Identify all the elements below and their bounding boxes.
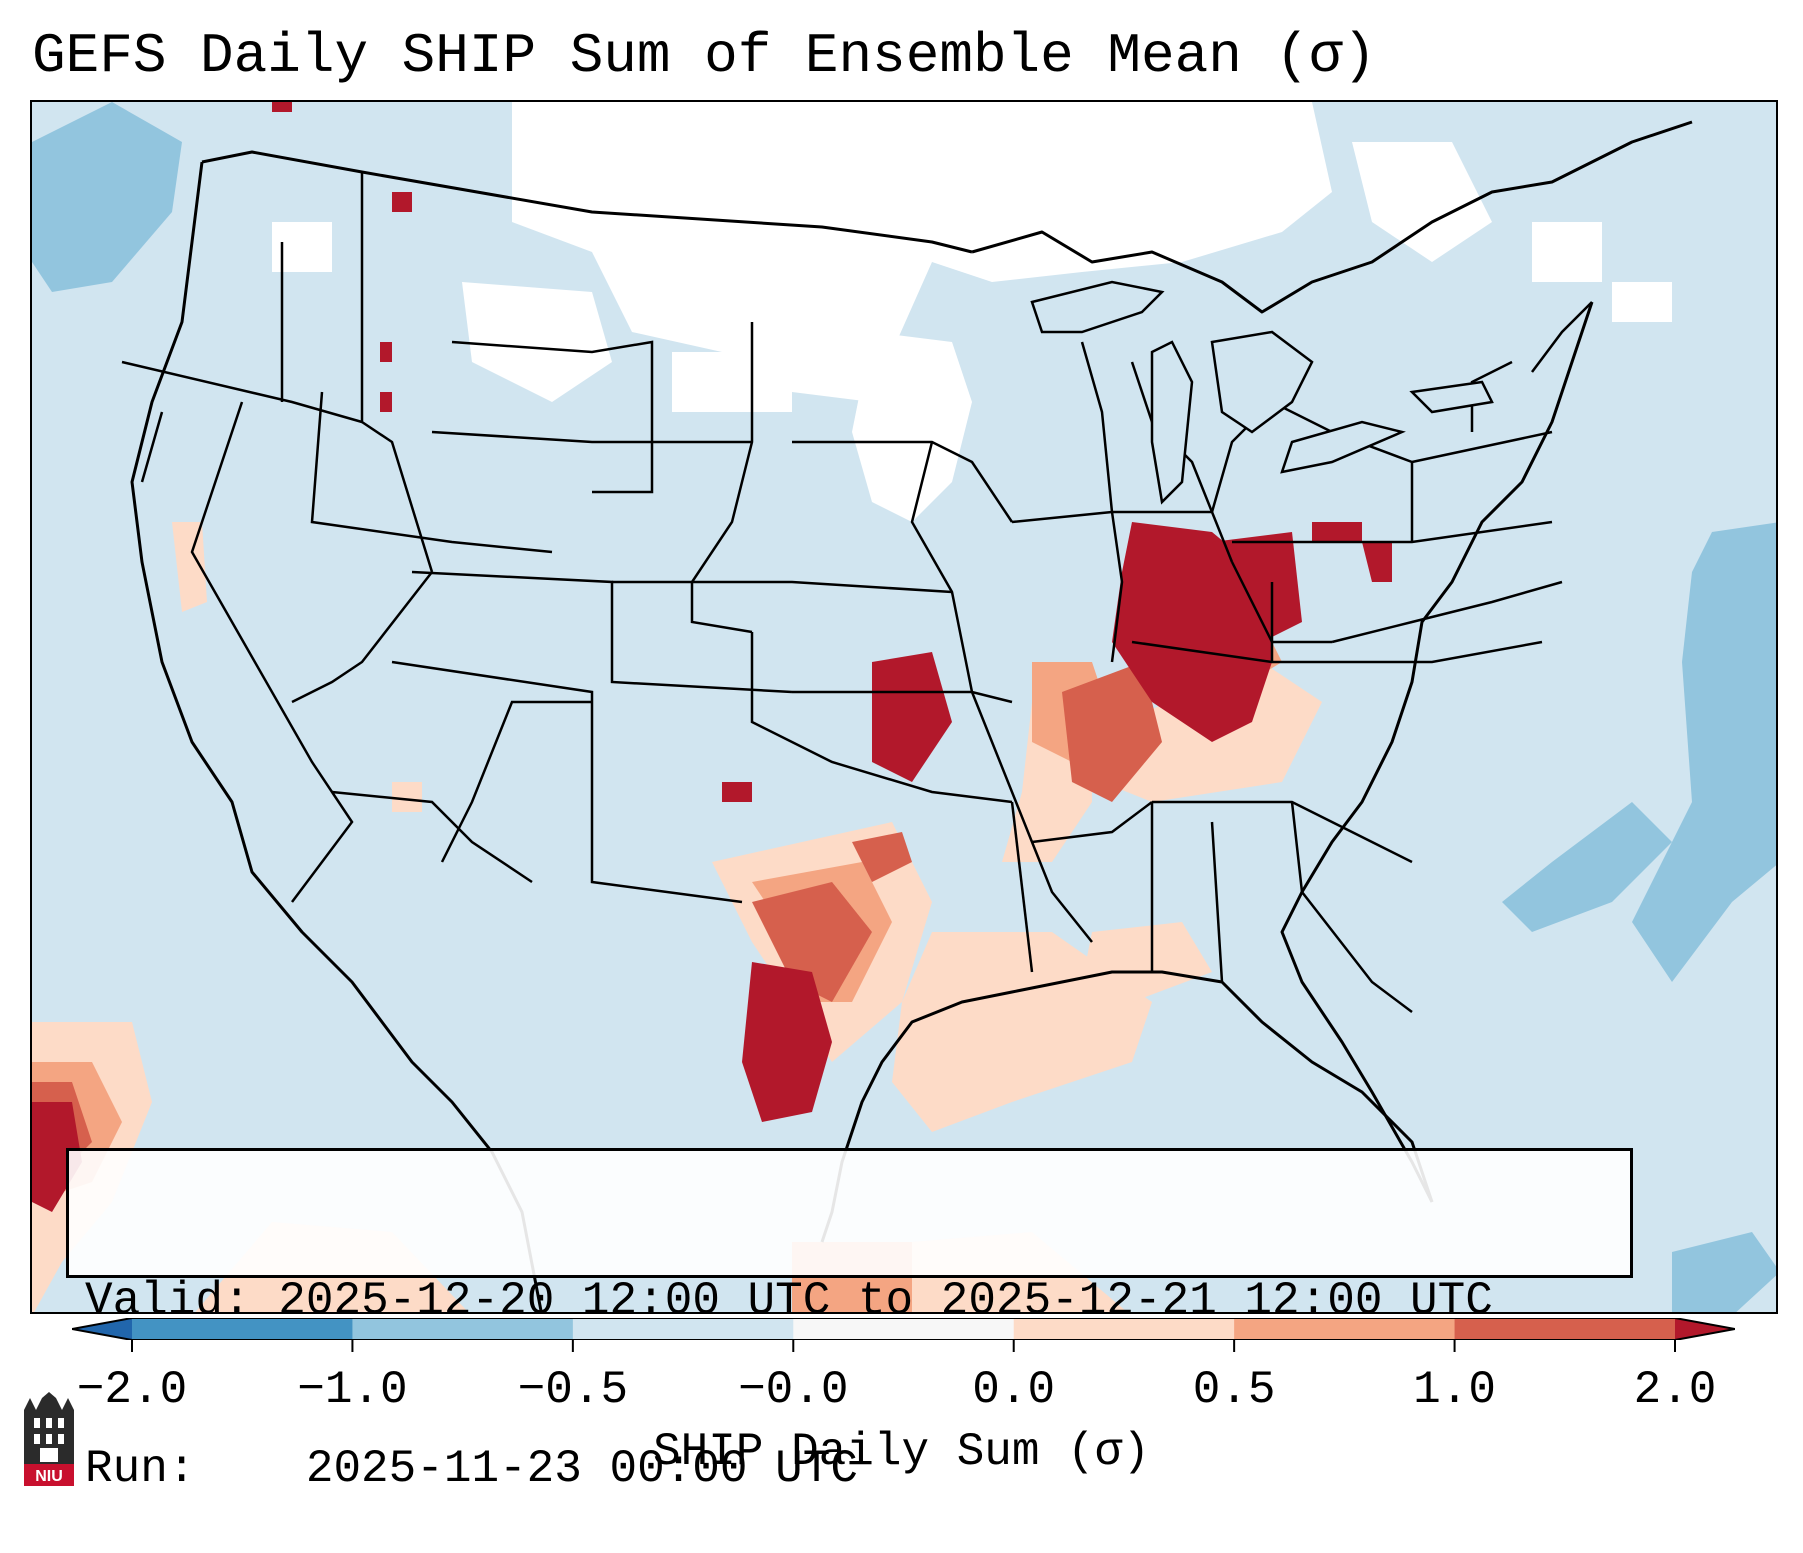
colorbar-tick-label: 1.0 xyxy=(1413,1364,1496,1416)
great-lakes xyxy=(1030,280,1494,505)
niu-castle-icon: NIU xyxy=(24,1392,74,1486)
colorbar-tick-label: −1.0 xyxy=(297,1364,408,1416)
run-line: Run: 2025-11-23 00:00 UTC xyxy=(85,1441,1614,1497)
colorbar-segment xyxy=(132,1318,353,1340)
colorbar-segments xyxy=(72,1318,1735,1340)
colorbar-tick-label: −2.0 xyxy=(76,1364,188,1416)
colorbar-tick-label: 2.0 xyxy=(1633,1364,1717,1416)
lake-erie xyxy=(1280,420,1406,474)
map-svg xyxy=(32,102,1776,1312)
chart-title: GEFS Daily SHIP Sum of Ensemble Mean (σ) xyxy=(32,24,1377,88)
colorbar-tick-label: −0.0 xyxy=(738,1364,849,1416)
colorbar-segment xyxy=(1013,1318,1235,1340)
colorbar-extend-low xyxy=(72,1318,132,1340)
northern-border-east xyxy=(971,120,1693,314)
west-coast xyxy=(130,161,543,1312)
valid-run-info-box: Valid: 2025-12-20 12:00 UTC to 2025-12-2… xyxy=(66,1148,1633,1495)
colorbar-tick-marks xyxy=(131,1340,1676,1352)
colorbar-tick-label: 0.5 xyxy=(1192,1364,1276,1416)
run-value: 2025-11-23 00:00 UTC xyxy=(305,1443,858,1495)
run-label: Run: xyxy=(85,1443,196,1495)
colorbar-segment xyxy=(1234,1318,1456,1340)
state-borders xyxy=(121,172,1593,1013)
colorbar-ticks xyxy=(131,1340,1676,1352)
us-outline xyxy=(130,120,1693,1312)
colorbar-segment xyxy=(352,1318,574,1340)
extreme-positive-areas xyxy=(32,102,1392,1212)
colorbar xyxy=(72,1318,1735,1340)
colorbar-segment xyxy=(572,1318,794,1340)
gulf-coast xyxy=(820,970,1434,1243)
northern-border-west xyxy=(201,150,973,254)
white-areas xyxy=(272,102,1672,522)
east-coast xyxy=(1280,301,1594,1203)
lake-ontario xyxy=(1409,380,1494,414)
colorbar-title: SHIP Daily Sum (σ) xyxy=(653,1426,1150,1478)
colorbar-extend-high xyxy=(1675,1318,1735,1340)
logo-text: NIU xyxy=(35,1468,63,1485)
lake-huron xyxy=(1210,330,1314,434)
map-panel[interactable] xyxy=(30,100,1778,1314)
colorbar-segment xyxy=(793,1318,1015,1340)
colorbar-tick-label: 0.0 xyxy=(972,1364,1056,1416)
lake-superior xyxy=(1030,280,1165,334)
colorbar-segment xyxy=(1454,1318,1676,1340)
colorbar-tick-label: −0.5 xyxy=(517,1364,629,1416)
negative-areas xyxy=(32,102,1776,1312)
lake-michigan xyxy=(1150,340,1194,505)
